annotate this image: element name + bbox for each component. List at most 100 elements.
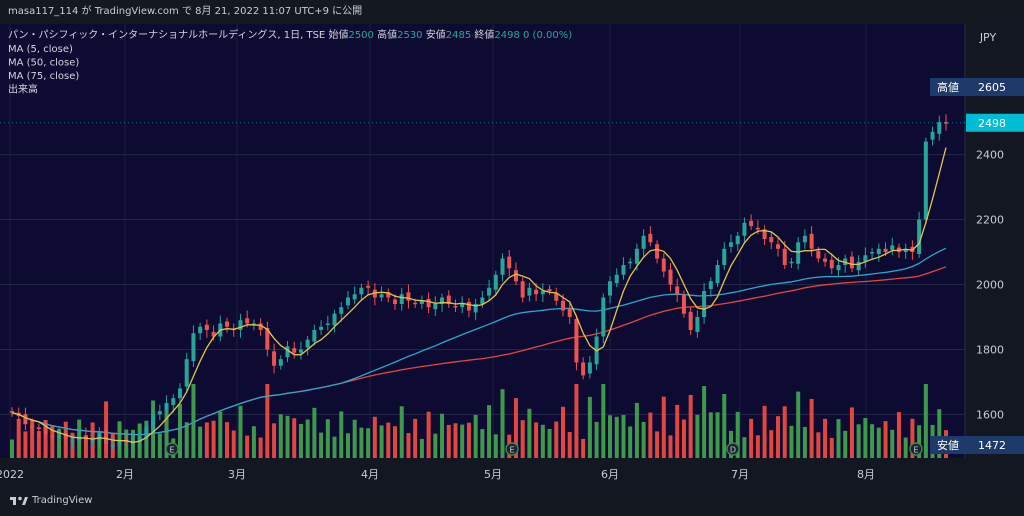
- candle-body: [272, 351, 277, 366]
- candle-body: [722, 248, 727, 266]
- volume-bar: [426, 411, 431, 458]
- time-axis-label: 2022: [0, 468, 24, 481]
- candle-body: [487, 287, 492, 296]
- volume-bar: [500, 389, 505, 458]
- candle-body: [339, 307, 344, 314]
- candle-body: [198, 326, 203, 334]
- candle-body: [917, 219, 922, 254]
- candle-body: [641, 235, 646, 249]
- low-label-text: 安値: [937, 438, 959, 452]
- time-axis-label: 2月: [116, 468, 134, 481]
- volume-bar: [23, 431, 28, 458]
- candle-body: [473, 303, 478, 313]
- study-legend-item[interactable]: MA (50, close): [8, 58, 79, 69]
- candle-body: [319, 326, 324, 330]
- candle-body: [755, 227, 760, 230]
- earnings-event-marker[interactable]: [505, 442, 519, 456]
- candle-body: [574, 318, 579, 363]
- price-axis-panel: [965, 24, 1024, 488]
- volume-bar: [480, 429, 485, 458]
- candle-body: [789, 261, 794, 264]
- tradingview-logo[interactable]: TradingView: [10, 494, 92, 506]
- volume-bar: [9, 439, 15, 458]
- high-label-text: 高値: [937, 80, 959, 94]
- candle-body: [621, 265, 626, 275]
- candle-body: [104, 430, 109, 444]
- candle-body: [809, 233, 814, 249]
- candle-body: [480, 297, 485, 304]
- candle-body: [225, 321, 230, 327]
- volume-bar: [849, 407, 854, 458]
- candle-body: [433, 303, 438, 310]
- volume-bar: [560, 406, 565, 458]
- volume-bar: [668, 435, 673, 458]
- earnings-event-label: E: [913, 446, 918, 455]
- candle-body: [923, 141, 928, 220]
- time-axis-label: 6月: [601, 468, 619, 481]
- candle-body: [883, 248, 888, 253]
- candle-body: [742, 222, 747, 236]
- volume-bar: [823, 418, 828, 458]
- volume-bar: [278, 414, 283, 458]
- price-tick-label: 1800: [976, 343, 1004, 356]
- earnings-event-marker[interactable]: [909, 442, 923, 456]
- volume-bar: [225, 422, 230, 458]
- candle-body: [97, 432, 102, 441]
- volume-bar: [305, 419, 310, 458]
- volume-bar: [695, 414, 700, 458]
- earnings-event-marker[interactable]: [726, 442, 740, 456]
- time-axis-label: 7月: [731, 468, 749, 481]
- volume-bar: [238, 405, 243, 458]
- time-axis-label: 3月: [228, 468, 246, 481]
- tradingview-logo-icon: [10, 496, 28, 505]
- study-legend-item[interactable]: MA (5, close): [8, 44, 73, 55]
- time-axis-label: 5月: [484, 468, 502, 481]
- volume-bar: [937, 409, 942, 458]
- candle-body: [560, 300, 565, 311]
- volume-bar: [433, 433, 438, 458]
- chart-area[interactable]: 1600 1800 2000 2200 2400 2022 2月 3月 4月 5月 6月 7月 8月 E E…: [0, 24, 1024, 488]
- candle-body: [265, 328, 270, 350]
- candle-body: [776, 244, 781, 249]
- candle-body: [802, 235, 807, 243]
- candle-body: [130, 440, 135, 443]
- volume-bar: [594, 421, 599, 458]
- candle-body: [500, 258, 505, 275]
- volume-bar: [399, 406, 404, 458]
- volume-bar: [164, 408, 169, 458]
- low-value-text: 1472: [978, 439, 1006, 452]
- candle-body: [157, 411, 162, 415]
- volume-bar: [292, 418, 297, 458]
- candle-body: [903, 248, 908, 253]
- candle-body: [366, 285, 371, 288]
- candle-body: [184, 359, 189, 387]
- price-chart[interactable]: 1600 1800 2000 2200 2400 2022 2月 3月 4月 5月 6月 7月 8月 E E…: [0, 24, 1024, 488]
- study-legend-item[interactable]: 出来高: [8, 83, 38, 96]
- volume-bar: [16, 418, 21, 458]
- candle-body: [406, 292, 411, 301]
- candle-body: [292, 348, 297, 353]
- candle-body: [554, 292, 559, 301]
- volume-bar: [211, 420, 216, 458]
- candle-body: [581, 362, 586, 376]
- earnings-event-marker[interactable]: [165, 442, 179, 456]
- candle-body: [466, 302, 471, 311]
- volume-bar: [493, 434, 498, 458]
- candle-body: [762, 229, 767, 240]
- earnings-event-label: E: [169, 446, 174, 455]
- volume-bar: [144, 420, 149, 458]
- volume-bar: [393, 426, 398, 458]
- candle-body: [117, 442, 122, 446]
- candle-body: [36, 427, 41, 430]
- volume-bar: [856, 424, 861, 458]
- candle-body: [856, 261, 861, 271]
- earnings-event-label: D: [730, 446, 736, 455]
- candle-body: [863, 255, 868, 262]
- candle-body: [30, 426, 35, 428]
- volume-bar: [218, 411, 223, 458]
- volume-bar: [910, 418, 915, 458]
- volume-bar: [204, 422, 209, 458]
- candle-body: [171, 398, 176, 406]
- study-legend-item[interactable]: MA (75, close): [8, 71, 79, 82]
- volume-bar: [883, 421, 888, 458]
